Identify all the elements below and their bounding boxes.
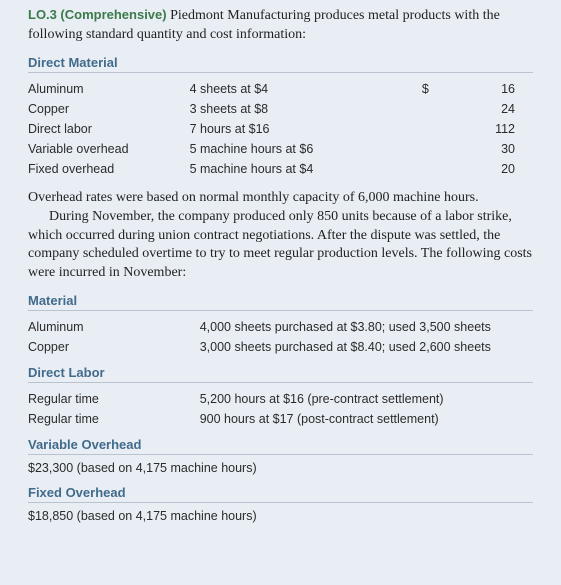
cell-item: Aluminum: [28, 317, 200, 337]
cell-amount: 20: [442, 159, 533, 179]
cell-desc: 900 hours at $17 (post-contract settleme…: [200, 409, 533, 429]
table-row: Variable overhead 5 machine hours at $6 …: [28, 139, 533, 159]
lead-paragraph: LO.3 (Comprehensive) Piedmont Manufactur…: [28, 6, 533, 45]
table-row: Fixed overhead 5 machine hours at $4 20: [28, 159, 533, 179]
cell-desc: 4 sheets at $4: [190, 79, 422, 99]
cell-amount: 112: [442, 119, 533, 139]
cell-currency: $: [422, 79, 442, 99]
table-row: Copper 3,000 sheets purchased at $8.40; …: [28, 337, 533, 357]
voh-note: $23,300 (based on 4,175 machine hours): [28, 461, 533, 475]
table-row: Copper 3 sheets at $8 24: [28, 99, 533, 119]
heading-material: Material: [28, 293, 533, 308]
cell-amount: 30: [442, 139, 533, 159]
heading-variable-overhead: Variable Overhead: [28, 437, 533, 452]
cell-desc: 5 machine hours at $6: [190, 139, 422, 159]
lo-tag: (Comprehensive): [60, 7, 166, 22]
cell-item: Variable overhead: [28, 139, 190, 159]
foh-note: $18,850 (based on 4,175 machine hours): [28, 509, 533, 523]
cell-currency: [422, 119, 442, 139]
cell-amount: 24: [442, 99, 533, 119]
cell-item: Copper: [28, 99, 190, 119]
cell-item: Regular time: [28, 389, 200, 409]
rule: [28, 72, 533, 73]
cell-amount: 16: [442, 79, 533, 99]
cell-item: Regular time: [28, 409, 200, 429]
body-p2: During November, the company produced on…: [28, 208, 533, 284]
cell-item: Copper: [28, 337, 200, 357]
cell-currency: [422, 139, 442, 159]
page: LO.3 (Comprehensive) Piedmont Manufactur…: [0, 0, 561, 585]
standard-cost-table: Aluminum 4 sheets at $4 $ 16 Copper 3 sh…: [28, 79, 533, 179]
table-row: Direct labor 7 hours at $16 112: [28, 119, 533, 139]
rule: [28, 454, 533, 455]
table-row: Aluminum 4 sheets at $4 $ 16: [28, 79, 533, 99]
heading-direct-material: Direct Material: [28, 55, 533, 70]
cell-item: Direct labor: [28, 119, 190, 139]
cell-desc: 3 sheets at $8: [190, 99, 422, 119]
body-p1: Overhead rates were based on normal mont…: [28, 190, 479, 205]
rule: [28, 310, 533, 311]
material-table: Aluminum 4,000 sheets purchased at $3.80…: [28, 317, 533, 357]
body-paragraph: Overhead rates were based on normal mont…: [28, 189, 533, 283]
lo-label: LO.3: [28, 7, 57, 22]
cell-desc: 4,000 sheets purchased at $3.80; used 3,…: [200, 317, 533, 337]
cell-currency: [422, 159, 442, 179]
heading-direct-labor: Direct Labor: [28, 365, 533, 380]
rule: [28, 382, 533, 383]
table-row: Regular time 5,200 hours at $16 (pre-con…: [28, 389, 533, 409]
cell-item: Aluminum: [28, 79, 190, 99]
heading-fixed-overhead: Fixed Overhead: [28, 485, 533, 500]
labor-table: Regular time 5,200 hours at $16 (pre-con…: [28, 389, 533, 429]
cell-desc: 3,000 sheets purchased at $8.40; used 2,…: [200, 337, 533, 357]
table-row: Aluminum 4,000 sheets purchased at $3.80…: [28, 317, 533, 337]
cell-item: Fixed overhead: [28, 159, 190, 179]
rule: [28, 502, 533, 503]
cell-currency: [422, 99, 442, 119]
cell-desc: 5 machine hours at $4: [190, 159, 422, 179]
cell-desc: 7 hours at $16: [190, 119, 422, 139]
cell-desc: 5,200 hours at $16 (pre-contract settlem…: [200, 389, 533, 409]
table-row: Regular time 900 hours at $17 (post-cont…: [28, 409, 533, 429]
